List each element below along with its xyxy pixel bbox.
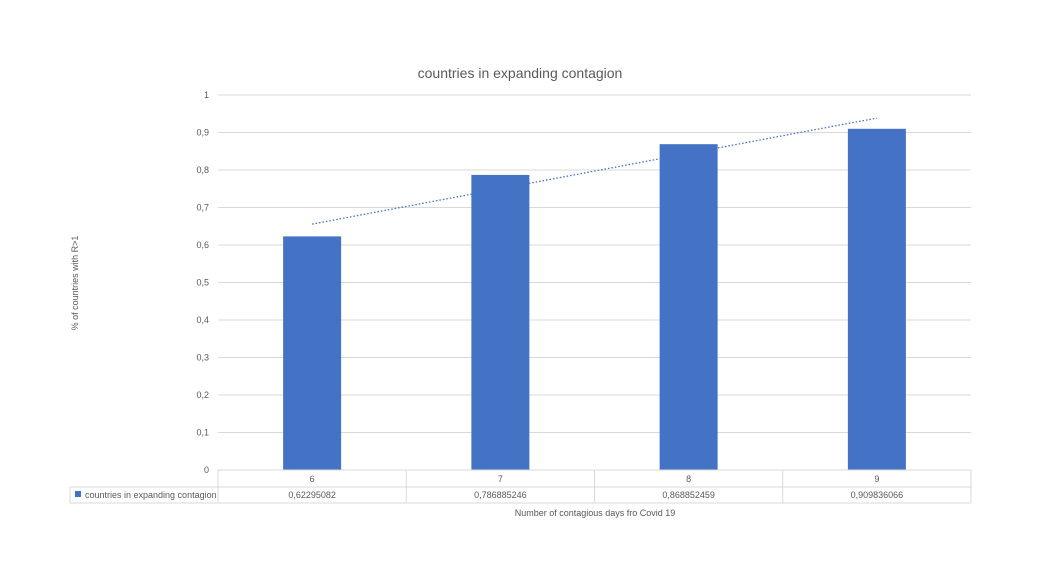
data-label: 0,62295082 — [288, 490, 336, 500]
chart-title: countries in expanding contagion — [418, 65, 623, 81]
trendline-line — [312, 117, 877, 225]
x-tick-label: 9 — [874, 474, 879, 484]
data-label: 0,786885246 — [474, 490, 527, 500]
y-tick-label: 0,6 — [196, 240, 209, 250]
y-tick-label: 0 — [204, 465, 209, 475]
data-label: 0,868852459 — [662, 490, 715, 500]
x-axis-label: Number of contagious days fro Covid 19 — [515, 508, 676, 518]
y-tick-label: 1 — [204, 90, 209, 100]
y-tick-label: 0,4 — [196, 315, 209, 325]
legend-label: countries in expanding contagion — [85, 490, 217, 500]
gridlines — [218, 94, 971, 471]
y-tick-label: 0,1 — [196, 428, 209, 438]
y-tick-label: 0,3 — [196, 353, 209, 363]
y-tick-label: 0,8 — [196, 165, 209, 175]
y-axis-label: % of countries with R>1 — [70, 236, 80, 331]
data-table: 6 7 8 9 countries in expanding contagion 0,62… — [69, 469, 972, 504]
y-tick-label: 0,9 — [196, 128, 209, 138]
bar — [847, 128, 906, 471]
data-label: 0,909836066 — [851, 490, 904, 500]
x-tick-label: 7 — [498, 474, 503, 484]
y-tick-label: 0,2 — [196, 390, 209, 400]
legend-key — [75, 491, 81, 497]
bar — [471, 174, 530, 470]
trendline — [312, 117, 877, 225]
y-tick-label: 0,7 — [196, 203, 209, 213]
x-tick-label: 8 — [686, 474, 691, 484]
x-tick-label: 6 — [310, 474, 315, 484]
y-tick-label: 0,5 — [196, 278, 209, 288]
bar — [659, 144, 718, 470]
y-axis-ticks: 0 0,1 0,2 0,3 0,4 0,5 0,6 0,7 0,8 0,9 1 — [196, 90, 209, 475]
bars — [283, 128, 906, 471]
bar — [283, 236, 342, 470]
